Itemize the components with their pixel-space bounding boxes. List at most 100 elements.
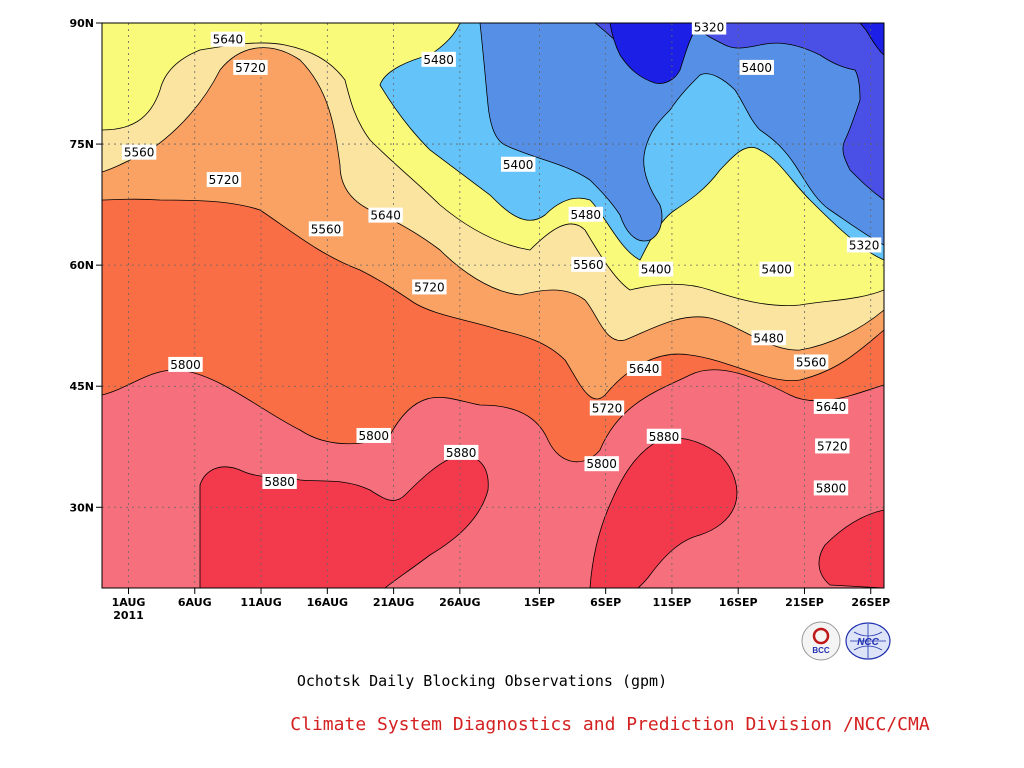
x-tick-label: 6SEP: [590, 596, 621, 609]
contour-label-text: 5720: [592, 402, 623, 416]
contour-label: 5800: [168, 356, 203, 372]
contour-label-text: 5480: [423, 53, 454, 67]
ncc-logo-text: NCC: [857, 637, 879, 648]
contour-label-text: 5640: [816, 400, 847, 414]
x-tick-label: 1SEP: [524, 596, 555, 609]
contour-label-text: 5560: [124, 146, 155, 160]
contour-label-box: [206, 172, 242, 188]
contour-label: 5480: [751, 330, 786, 346]
contour-band: [609, 23, 701, 84]
y-tick-label: 90N: [69, 17, 94, 30]
contour-label: 5480: [421, 51, 456, 67]
contour-band: [818, 509, 884, 588]
x-tick-sublabel: 2011: [113, 609, 144, 622]
contour-label: 5720: [412, 279, 447, 295]
contour-label-box: [308, 221, 344, 237]
contour-label-box: [815, 438, 850, 454]
contour-label-text: 5400: [761, 263, 792, 277]
contour-label: 5640: [210, 31, 246, 47]
contour-label: 5720: [815, 438, 850, 454]
x-tick-label: 11AUG: [240, 596, 281, 609]
x-tick-label: 6AUG: [178, 596, 212, 609]
contour-label-box: [584, 456, 619, 472]
contour-label: 5880: [646, 428, 682, 444]
contour-label-text: 5480: [571, 208, 602, 222]
contour-label-box: [691, 19, 727, 35]
contour-label: 5400: [638, 261, 674, 277]
contour-label-text: 5640: [370, 209, 401, 223]
contour-label-text: 5560: [573, 258, 604, 272]
contour-label-text: 5560: [796, 356, 827, 370]
contour-label: 5720: [206, 172, 242, 188]
bcc-logo-text: BCC: [812, 646, 830, 655]
contour-label: 5400: [759, 261, 794, 277]
contour-label-text: 5800: [170, 358, 201, 372]
bcc-logo: BCC: [801, 621, 841, 661]
contour-label-text: 5880: [446, 446, 477, 460]
contour-label-text: 5480: [753, 331, 784, 345]
contour-label-text: 5880: [649, 430, 680, 444]
contour-label-box: [356, 427, 391, 443]
contour-label-box: [646, 428, 682, 444]
contour-label: 5640: [813, 398, 849, 414]
contour-label-box: [739, 59, 774, 75]
contour-label: 5720: [589, 400, 625, 416]
ncc-logo: NCC: [845, 622, 891, 660]
contour-label-text: 5400: [503, 158, 534, 172]
contour-label-text: 5400: [641, 263, 672, 277]
contour-label: 5560: [571, 256, 606, 272]
x-tick-label: 1AUG: [112, 596, 146, 609]
contour-label-box: [638, 261, 674, 277]
contour-label-box: [571, 256, 606, 272]
contour-label-text: 5320: [849, 238, 880, 252]
x-tick-label: 26AUG: [439, 596, 480, 609]
contour-label: 5320: [691, 19, 727, 35]
contour-label-box: [233, 59, 268, 75]
contour-label-text: 5640: [213, 33, 244, 47]
contour-label-box: [813, 398, 849, 414]
x-tick-label: 16AUG: [307, 596, 348, 609]
contour-label: 5880: [262, 473, 297, 489]
contour-label-box: [626, 360, 662, 376]
contour-label-box: [421, 51, 456, 67]
credit-line: Climate System Diagnostics and Predictio…: [290, 714, 930, 735]
contour-label-text: 5800: [816, 481, 847, 495]
contour-label-text: 5720: [209, 173, 240, 187]
contour-label-box: [443, 444, 479, 460]
contour-label: 5800: [584, 456, 619, 472]
contour-band: [589, 437, 738, 588]
contour-label-text: 5720: [817, 439, 848, 453]
contour-label-box: [589, 400, 625, 416]
y-tick-label: 45N: [69, 380, 94, 393]
contour-label-box: [368, 207, 403, 223]
contour-label-box: [813, 480, 849, 496]
x-tick-label: 21SEP: [785, 596, 824, 609]
contour-label: 5800: [356, 427, 391, 443]
y-tick-label: 60N: [69, 259, 94, 272]
contour-label-box: [751, 330, 786, 346]
contour-label-text: 5880: [264, 475, 295, 489]
contour-label: 5560: [121, 144, 157, 160]
contour-label-box: [846, 237, 882, 253]
y-tick-label: 30N: [69, 501, 94, 514]
contour-label-box: [500, 156, 536, 172]
contour-label: 5400: [500, 156, 536, 172]
x-tick-label: 11SEP: [653, 596, 692, 609]
contour-label-box: [793, 354, 829, 370]
contour-label-text: 5720: [414, 280, 445, 294]
contour-label-text: 5560: [311, 222, 342, 236]
contour-label-text: 5320: [694, 21, 725, 35]
contour-label: 5320: [846, 237, 882, 253]
contour-label-text: 5720: [235, 61, 266, 75]
contour-label: 5560: [308, 221, 344, 237]
contour-label-box: [412, 279, 447, 295]
contour-fill-layer: [102, 23, 884, 588]
contour-label: 5800: [813, 480, 849, 496]
contour-label: 5720: [233, 59, 268, 75]
contour-label: 5640: [626, 360, 662, 376]
x-tick-label: 21AUG: [373, 596, 414, 609]
contour-label: 5880: [443, 444, 479, 460]
contour-label: 5480: [568, 206, 603, 222]
